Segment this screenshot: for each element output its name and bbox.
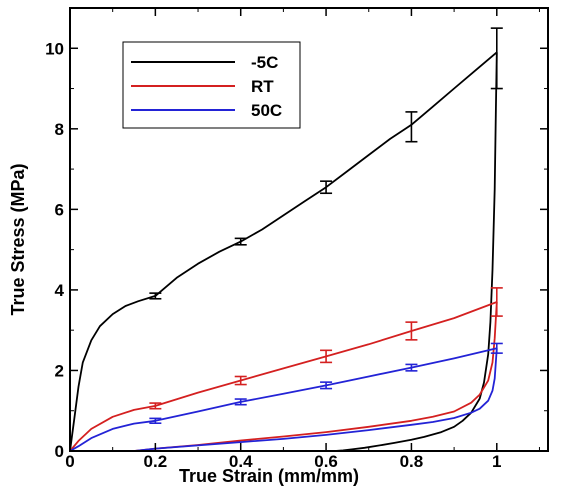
series-rt-unloading-line bbox=[133, 301, 498, 452]
x-tick-label: 1 bbox=[492, 452, 501, 471]
series-layer bbox=[69, 51, 498, 452]
legend-label-50c: 50C bbox=[251, 101, 282, 120]
legend: -5C RT 50C bbox=[122, 41, 301, 129]
y-axis-title: True Stress (MPa) bbox=[8, 163, 28, 315]
y-tick-label: 2 bbox=[55, 361, 64, 380]
y-tick-label: 0 bbox=[55, 442, 64, 461]
x-tick-label: 0.4 bbox=[229, 452, 253, 471]
x-tick-label: 0 bbox=[65, 452, 74, 471]
x-axis-title: True Strain (mm/mm) bbox=[179, 466, 359, 486]
legend-label-5c: -5C bbox=[251, 53, 278, 72]
plot-frame bbox=[69, 7, 549, 452]
y-tick-label: 4 bbox=[55, 281, 65, 300]
series-50c-unloading-line bbox=[133, 348, 498, 452]
x-tick-label: 0.6 bbox=[314, 452, 338, 471]
y-tick-label: 6 bbox=[55, 200, 64, 219]
series-50c-loading-line bbox=[69, 347, 498, 452]
x-tick-label: 0.2 bbox=[144, 452, 168, 471]
x-tick-label: 0.8 bbox=[400, 452, 424, 471]
y-tick-label: 10 bbox=[45, 39, 64, 58]
series-rt-loading-line bbox=[69, 301, 498, 452]
y-tick-label: 8 bbox=[55, 120, 64, 139]
errorbar-layer bbox=[149, 27, 503, 425]
legend-label-rt: RT bbox=[251, 77, 274, 96]
series-5c-loading-line bbox=[69, 51, 498, 452]
series-5c-unloading-line bbox=[334, 52, 498, 452]
